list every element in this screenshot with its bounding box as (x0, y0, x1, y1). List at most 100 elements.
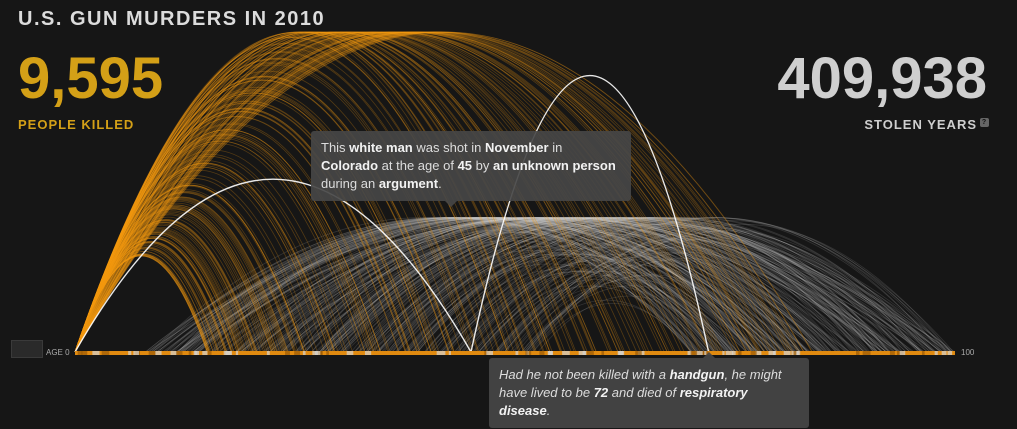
stolen-years-arc (446, 260, 747, 353)
life-arc (74, 116, 399, 353)
life-arc (74, 135, 374, 353)
stolen-years-arc (350, 228, 755, 353)
life-arc (74, 141, 366, 353)
stolen-years-arc (254, 217, 846, 353)
stolen-years-arc (367, 217, 820, 353)
stolen-years-arc (458, 269, 728, 353)
stolen-years-arc (192, 217, 929, 353)
help-icon[interactable]: ? (980, 117, 989, 127)
life-arc (74, 247, 219, 353)
life-arc (74, 155, 345, 353)
stolen-years-arc (150, 217, 757, 353)
stolen-years-arc (314, 217, 877, 353)
life-arc (74, 129, 381, 353)
stolen-years-arc (304, 217, 826, 353)
stolen-years-arc (278, 217, 937, 353)
stolen-years-arc (281, 217, 753, 353)
stolen-years-arc (354, 217, 941, 353)
life-arc (74, 92, 432, 353)
stolen-years-arc (295, 223, 716, 353)
stolen-years-arc (467, 233, 854, 353)
life-arc (74, 240, 228, 353)
life-arc (74, 170, 326, 353)
stolen-years-arc (230, 217, 796, 353)
life-arc (74, 31, 762, 353)
life-arc (74, 89, 436, 353)
stolen-years-arc (239, 217, 925, 353)
life-arc (74, 122, 391, 353)
stolen-years-arc (302, 217, 767, 353)
life-arc (74, 31, 765, 353)
life-arc (74, 221, 255, 353)
stolen-years-arc (532, 224, 951, 353)
stolen-years-arc (525, 230, 923, 353)
stolen-years-arc (298, 217, 758, 353)
stolen-years-arc (224, 217, 884, 353)
baseline-tick (889, 351, 895, 355)
life-arc (74, 246, 220, 353)
stolen-years-arc (212, 217, 902, 353)
life-arc (74, 242, 226, 353)
stolen-years-arc (150, 217, 698, 353)
stolen-years-arc (252, 217, 894, 353)
life-arc (74, 31, 813, 353)
stolen-years-arc (327, 217, 920, 353)
stolen-years-arc (194, 217, 795, 353)
stolen-years-arc (203, 217, 779, 353)
stolen-years-arc (454, 259, 759, 353)
life-arc (74, 86, 440, 353)
stolen-years-arc (503, 236, 882, 353)
stolen-years-arc (282, 217, 950, 353)
stolen-years-arc (171, 217, 725, 353)
stolen-years-arc (205, 217, 896, 353)
stolen-years-arc (337, 223, 758, 353)
stolen-years-arc (370, 217, 933, 353)
stolen-years-arc (354, 217, 803, 353)
stolen-years-arc (318, 217, 823, 353)
life-arc (74, 134, 375, 353)
life-arc (74, 197, 288, 353)
baseline-tick (750, 351, 757, 355)
stolen-years-arc (465, 218, 904, 353)
stolen-years-arc (190, 217, 756, 353)
baseline-tick (783, 351, 791, 355)
stolen-years-arc (516, 220, 948, 353)
stolen-years-arc (245, 217, 817, 353)
life-arc (74, 133, 377, 353)
stolen-years-arc (156, 217, 823, 353)
stolen-years-arc (444, 271, 709, 353)
stolen-years-arc (195, 217, 884, 353)
stolen-years-arc (441, 223, 861, 353)
stolen-years-arc (316, 217, 869, 353)
life-arc (74, 31, 774, 353)
life-arc (74, 63, 473, 353)
age-distribution-thumbnail[interactable] (11, 340, 43, 358)
life-arc (74, 129, 382, 353)
stolen-years-count: 409,938 (777, 46, 987, 111)
baseline-tick (101, 351, 110, 355)
life-arc (74, 76, 455, 353)
life-arc (74, 31, 801, 353)
life-arc (74, 196, 289, 353)
stolen-years-arc (478, 217, 954, 353)
stolen-years-arc (254, 217, 785, 353)
stolen-years-arc (311, 217, 837, 353)
life-arc (74, 191, 296, 353)
life-arc (74, 163, 336, 353)
baseline-tick (528, 351, 532, 355)
stolen-years-arc (456, 257, 765, 353)
stolen-years-arc (165, 217, 785, 353)
stolen-years-arc (156, 217, 841, 353)
stolen-years-arc (263, 217, 942, 353)
stolen-years-arc (272, 217, 734, 353)
life-arc (74, 31, 782, 353)
stolen-years-arc (411, 253, 734, 353)
stolen-years-arc (251, 217, 787, 353)
life-arc (74, 107, 411, 353)
life-arc (74, 143, 363, 353)
life-arc (74, 208, 273, 353)
stolen-years-arc (472, 224, 888, 353)
life-arc (74, 31, 761, 353)
stolen-years-arc (196, 217, 778, 353)
baseline-tick (947, 351, 953, 355)
